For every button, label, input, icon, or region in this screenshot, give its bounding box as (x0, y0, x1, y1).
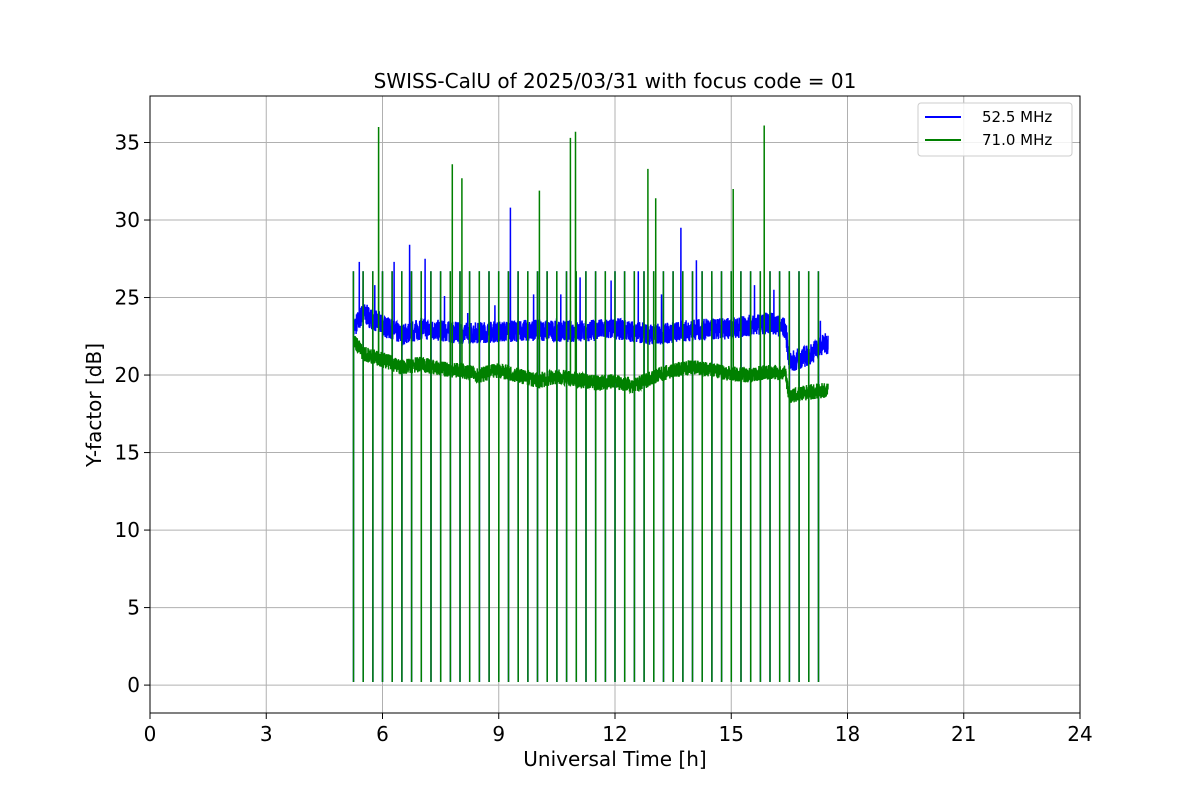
y-tick-label: 25 (115, 286, 140, 310)
y-axis-ticks: 0 5 10 15 20 25 30 35 (115, 131, 150, 697)
x-tick-label: 15 (719, 722, 744, 746)
y-tick-label: 20 (115, 363, 140, 387)
x-tick-label: 12 (602, 722, 627, 746)
x-tick-label: 0 (144, 722, 157, 746)
series-line-52mhz (352, 207, 829, 683)
chart-title: SWISS-CalU of 2025/03/31 with focus code… (374, 69, 857, 93)
legend-label-71mhz: 71.0 MHz (982, 131, 1052, 149)
x-tick-label: 24 (1067, 722, 1092, 746)
y-tick-label: 5 (127, 596, 140, 620)
y-tick-label: 35 (115, 131, 140, 155)
y-tick-label: 15 (115, 441, 140, 465)
legend: 52.5 MHz 71.0 MHz (917, 102, 1073, 157)
y-tick-label: 30 (115, 208, 140, 232)
x-tick-label: 6 (376, 722, 389, 746)
x-tick-label: 9 (492, 722, 505, 746)
x-tick-label: 18 (835, 722, 860, 746)
y-axis-label: Y-factor [dB] (82, 343, 106, 468)
series-layer (352, 125, 829, 683)
legend-label-52mhz: 52.5 MHz (982, 108, 1052, 126)
x-tick-label: 3 (260, 722, 273, 746)
x-axis-label: Universal Time [h] (523, 747, 706, 771)
y-tick-label: 10 (115, 518, 140, 542)
series-line-71mhz (352, 125, 829, 683)
x-tick-label: 21 (951, 722, 976, 746)
x-axis-ticks: 0 3 6 9 12 15 18 21 24 (144, 713, 1093, 746)
y-tick-label: 0 (127, 673, 140, 697)
